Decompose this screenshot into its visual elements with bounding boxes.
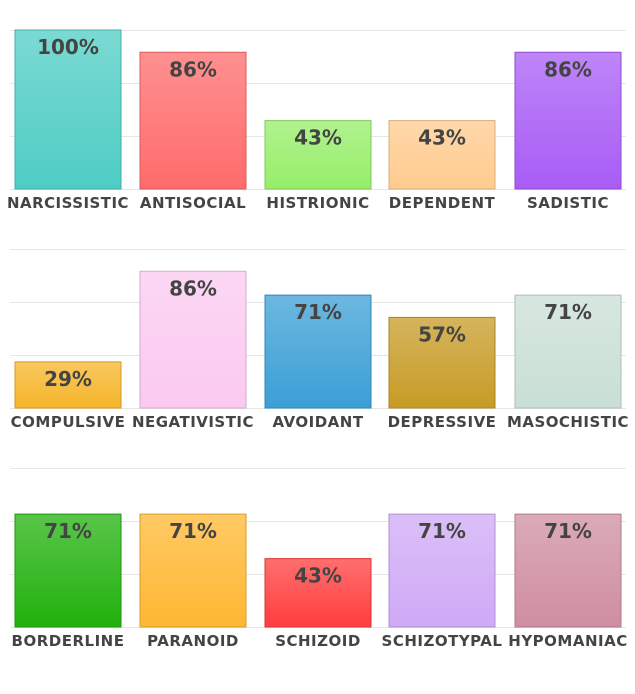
category-label: ANTISOCIAL (140, 194, 246, 212)
data-label: 71% (169, 519, 217, 543)
data-label: 86% (544, 57, 592, 81)
chart-panel-3: 71% BORDERLINE 71% PARANOID 43% SCHIZOID 71% SC… (10, 468, 627, 650)
bar-narcissistic (14, 29, 122, 190)
chart-panel-2: 29% COMPULSIVE 86% NEGATIVISTIC 71% AVOIDANT 5… (10, 249, 629, 431)
bar-negativistic (139, 270, 247, 409)
chart-panel-1: 100% NARCISSISTIC 86% ANTISOCIAL 43% HISTRION… (7, 29, 626, 212)
category-label: DEPRESSIVE (388, 413, 497, 431)
category-label: PARANOID (147, 632, 239, 650)
category-label: COMPULSIVE (11, 413, 126, 431)
bar-schizotypal (388, 513, 496, 628)
bar-antisocial (139, 51, 247, 190)
data-label: 71% (418, 519, 466, 543)
data-label: 29% (44, 367, 92, 391)
data-label: 43% (418, 126, 466, 150)
category-label: BORDERLINE (12, 632, 125, 650)
category-label: NARCISSISTIC (7, 194, 129, 212)
bar-dependent (388, 120, 496, 190)
category-label: SCHIZOID (275, 632, 361, 650)
bar-schizoid (264, 558, 372, 628)
data-label: 43% (294, 564, 342, 588)
bar-histrionic (264, 120, 372, 190)
data-label: 100% (37, 35, 99, 59)
data-label: 71% (294, 300, 342, 324)
bar-depressive (388, 316, 496, 409)
category-label: SCHIZOTYPAL (382, 632, 503, 650)
bar-paranoid (139, 513, 247, 628)
category-label: SADISTIC (527, 194, 609, 212)
bar-avoidant (264, 294, 372, 409)
category-label: AVOIDANT (272, 413, 363, 431)
bar-hypomaniac (514, 513, 622, 628)
data-label: 71% (544, 300, 592, 324)
bar-compulsive (14, 361, 122, 409)
bar-borderline (14, 513, 122, 628)
category-label: HYPOMANIAC (508, 632, 627, 650)
data-label: 43% (294, 126, 342, 150)
data-label: 71% (544, 519, 592, 543)
data-label: 86% (169, 276, 217, 300)
data-label: 57% (418, 322, 466, 346)
data-label: 71% (44, 519, 92, 543)
bar-sadistic (514, 51, 622, 190)
bar-masochistic (514, 294, 622, 409)
category-label: MASOCHISTIC (507, 413, 629, 431)
category-label: HISTRIONIC (266, 194, 369, 212)
category-label: NEGATIVISTIC (132, 413, 254, 431)
category-label: DEPENDENT (389, 194, 496, 212)
data-label: 86% (169, 57, 217, 81)
